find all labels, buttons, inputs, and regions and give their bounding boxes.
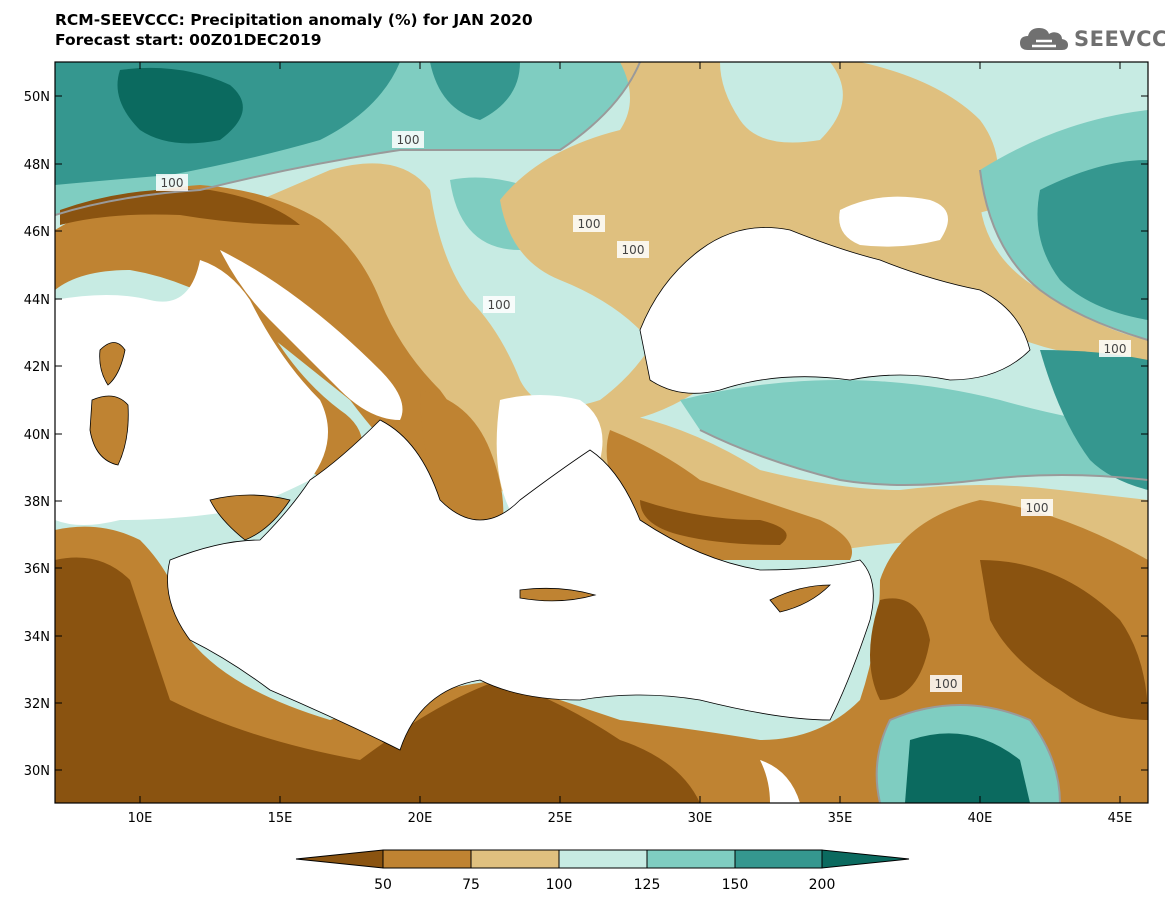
island-sardinia <box>89 395 129 466</box>
colorbar-tick-label: 50 <box>374 877 392 893</box>
contour-100-saudi <box>875 704 1061 803</box>
colorbar-tick-label: 100 <box>546 877 573 893</box>
island-cyprus <box>769 584 831 613</box>
moderate-dry-region-north-africa <box>55 500 1148 803</box>
sea-eastern-med <box>167 420 874 750</box>
contour-label-text: 100 <box>578 217 601 231</box>
colorbar-tick-label: 75 <box>462 877 480 893</box>
longitude-axis: 10E 15E 20E 25E 30E 35E 40E 45E <box>128 62 1133 826</box>
severe-dry-region-syria <box>980 560 1148 720</box>
coastline-eastern-med <box>167 419 874 751</box>
contour-label-text: 100 <box>1104 342 1127 356</box>
lat-label: 30N <box>24 764 50 779</box>
seevccc-logo: SEEVCCC <box>1018 24 1165 54</box>
contour-label-text: 100 <box>935 677 958 691</box>
lat-label: 36N <box>24 562 50 577</box>
colorbar-swatch-150-200 <box>734 849 823 869</box>
latitude-axis: 50N 48N 46N 44N 42N 40N 38N 36N 34N 32N … <box>24 90 1148 779</box>
map-field: 100 100 100 100 100 100 100 100 <box>55 62 1148 803</box>
normal-region-belarus <box>720 62 843 143</box>
contour-label-text: 100 <box>488 298 511 312</box>
contour-label-text: 100 <box>622 243 645 257</box>
colorbar-swatch-50-75 <box>382 849 472 869</box>
lat-label: 42N <box>24 360 50 375</box>
very-wet-region-poland <box>430 62 520 120</box>
sea-western-med <box>55 260 328 525</box>
colorbar-swatch-125-150 <box>646 849 736 869</box>
map-subtitle: Forecast start: 00Z01DEC2019 <box>55 31 322 49</box>
contour-label-4: 100 <box>617 241 649 258</box>
lat-label: 32N <box>24 697 50 712</box>
lon-label: 45E <box>1108 811 1133 826</box>
lon-label: 10E <box>128 811 153 826</box>
sea-aegean <box>496 395 603 540</box>
colorbar-swatch-100-125 <box>558 849 648 869</box>
contour-100-north <box>55 62 641 216</box>
logo-text: SEEVCCC <box>1074 27 1165 51</box>
dry-region-ukraine <box>500 62 998 330</box>
colorbar-swatch-below-50 <box>295 849 384 869</box>
contour-label-1: 100 <box>392 131 424 148</box>
severe-dry-region-levant <box>870 598 930 700</box>
lat-label: 40N <box>24 428 50 443</box>
map-title: RCM-SEEVCCC: Precipitation anomaly (%) f… <box>55 11 533 29</box>
severe-dry-region-libya <box>55 557 700 803</box>
map-frame <box>54 61 1149 804</box>
lon-label: 30E <box>688 811 713 826</box>
sea-azov <box>839 196 948 247</box>
lat-label: 46N <box>24 225 50 240</box>
title-block: RCM-SEEVCCC: Precipitation anomaly (%) f… <box>55 10 533 50</box>
sea-adriatic <box>220 250 403 420</box>
wet-region-anatolia <box>680 380 1148 485</box>
lon-label: 15E <box>268 811 293 826</box>
sea-red <box>760 760 800 803</box>
coastline-black-sea <box>639 227 1031 394</box>
very-wet-region-east-turkey <box>1040 350 1148 490</box>
lat-label: 48N <box>24 158 50 173</box>
lon-label: 35E <box>828 811 853 826</box>
lon-label: 25E <box>548 811 573 826</box>
island-corsica <box>99 342 126 386</box>
contour-100-turkey <box>699 429 1148 486</box>
cloud-logo-icon <box>1020 28 1068 50</box>
severe-dry-region-south-turkey <box>640 500 787 545</box>
contour-label-5: 100 <box>483 296 515 313</box>
severe-dry-region-north-italy <box>60 189 300 225</box>
lon-label: 40E <box>968 811 993 826</box>
colorbar-tick-label: 125 <box>634 877 661 893</box>
contour-label-text: 100 <box>161 176 184 190</box>
colorbar: 50 75 100 125 150 200 <box>295 849 910 893</box>
contour-label-3: 100 <box>573 215 605 232</box>
colorbar-swatch-above-200 <box>821 849 910 869</box>
lat-label: 38N <box>24 495 50 510</box>
colorbar-tick-label: 150 <box>722 877 749 893</box>
contour-label-6: 100 <box>1099 340 1131 357</box>
lat-label: 50N <box>24 90 50 105</box>
lat-label: 34N <box>24 630 50 645</box>
contour-label-7: 100 <box>1021 499 1053 516</box>
contour-label-2: 100 <box>156 174 188 191</box>
very-wet-region-russia <box>1037 160 1148 320</box>
lat-label: 44N <box>24 293 50 308</box>
lon-label: 20E <box>408 811 433 826</box>
extreme-wet-region-saudi <box>905 733 1030 803</box>
island-crete <box>519 587 597 602</box>
contour-label-text: 100 <box>397 133 420 147</box>
sea-black <box>640 227 1030 394</box>
contour-label-8: 100 <box>930 675 962 692</box>
dry-region-greece <box>420 390 504 540</box>
colorbar-swatch-75-100 <box>470 849 560 869</box>
contour-100-east <box>979 169 1148 341</box>
island-sicily <box>209 494 291 541</box>
contour-label-text: 100 <box>1026 501 1049 515</box>
colorbar-tick-label: 200 <box>809 877 836 893</box>
extreme-wet-region-germany <box>117 67 243 144</box>
